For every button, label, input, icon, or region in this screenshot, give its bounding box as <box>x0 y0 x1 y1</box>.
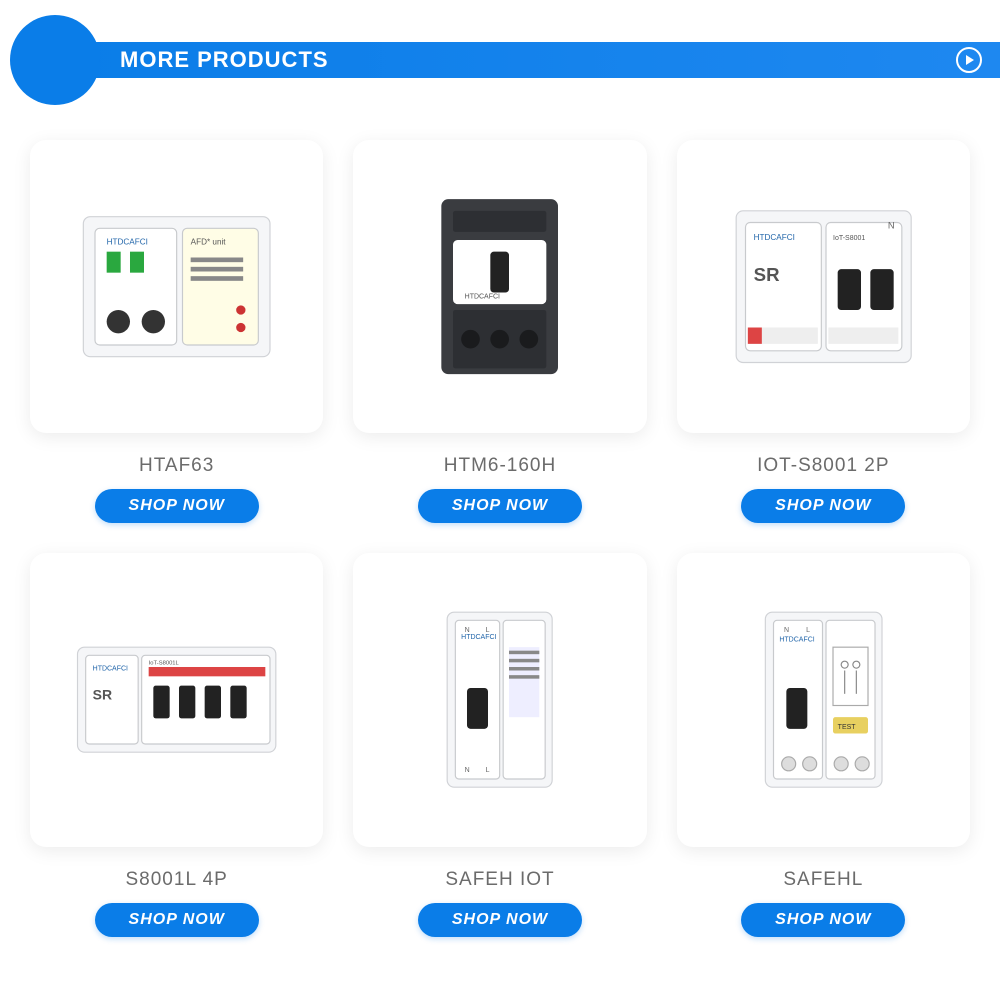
breaker-icon: HTDCAFCI <box>383 170 616 403</box>
svg-text:HTDCAFCI: HTDCAFCI <box>465 293 500 300</box>
breaker-icon: HTDCAFCI AFD* unit <box>60 170 293 403</box>
shop-now-button[interactable]: SHOP NOW <box>95 489 259 523</box>
svg-text:N: N <box>465 767 470 774</box>
svg-text:HTDCAFCI: HTDCAFCI <box>779 637 814 644</box>
product-image: HTDCAFCI <box>353 140 646 433</box>
product-image: HTDCAFCI AFD* unit <box>30 140 323 433</box>
product-title: HTAF63 <box>139 455 214 477</box>
product-title: IOT-S8001 2P <box>757 455 889 477</box>
shop-now-button[interactable]: SHOP NOW <box>741 903 905 937</box>
header-title: MORE PRODUCTS <box>120 47 956 73</box>
play-icon[interactable] <box>956 47 982 73</box>
header-bar: MORE PRODUCTS <box>70 42 1000 78</box>
product-image: HTDCAFCI N L N L <box>353 553 646 846</box>
shop-now-button[interactable]: SHOP NOW <box>418 489 582 523</box>
header-circle-decor <box>10 15 100 105</box>
breaker-icon: HTDCAFCI SR IoT-S8001L <box>60 583 293 816</box>
shop-now-button[interactable]: SHOP NOW <box>95 903 259 937</box>
product-title: S8001L 4P <box>126 869 228 891</box>
svg-text:IoT-S8001L: IoT-S8001L <box>149 661 180 667</box>
svg-text:HTDCAFCI: HTDCAFCI <box>753 233 794 242</box>
product-image: HTDCAFCI SR IoT-S8001L <box>30 553 323 846</box>
svg-text:HTDCAFCI: HTDCAFCI <box>93 666 128 673</box>
breaker-icon: HTDCAFCI TEST N L <box>707 583 940 816</box>
section-header: MORE PRODUCTS <box>0 20 1000 100</box>
shop-now-button[interactable]: SHOP NOW <box>418 903 582 937</box>
svg-text:TEST: TEST <box>837 724 856 731</box>
svg-text:N: N <box>465 627 470 634</box>
svg-text:HTDCAFCI: HTDCAFCI <box>461 634 496 641</box>
product-title: SAFEH IOT <box>445 869 554 891</box>
svg-text:AFD* unit: AFD* unit <box>191 238 227 247</box>
svg-text:L: L <box>806 627 810 634</box>
shop-now-button[interactable]: SHOP NOW <box>741 489 905 523</box>
product-title: SAFEHL <box>783 869 863 891</box>
svg-text:SR: SR <box>753 264 779 285</box>
svg-text:N: N <box>887 220 894 230</box>
product-card: HTDCAFCI SR IoT-S8001 N IOT-S8001 2P SHO… <box>677 140 970 523</box>
product-image: HTDCAFCI TEST N L <box>677 553 970 846</box>
product-title: HTM6-160H <box>444 455 556 477</box>
product-card: HTDCAFCI N L N L SAFEH IOT SHOP NOW <box>353 553 646 936</box>
svg-text:N: N <box>784 627 789 634</box>
svg-text:HTDCAFCI: HTDCAFCI <box>107 238 148 247</box>
svg-text:IoT-S8001: IoT-S8001 <box>833 235 865 242</box>
product-card: HTDCAFCI HTM6-160H SHOP NOW <box>353 140 646 523</box>
product-grid: HTDCAFCI AFD* unit HTAF63 SHOP NOW <box>0 140 1000 937</box>
product-card: HTDCAFCI TEST N L SAFEHL SHOP NOW <box>677 553 970 936</box>
product-image: HTDCAFCI SR IoT-S8001 N <box>677 140 970 433</box>
svg-text:SR: SR <box>93 687 112 703</box>
breaker-icon: HTDCAFCI N L N L <box>383 583 616 816</box>
svg-text:L: L <box>486 627 490 634</box>
product-card: HTDCAFCI AFD* unit HTAF63 SHOP NOW <box>30 140 323 523</box>
breaker-icon: HTDCAFCI SR IoT-S8001 N <box>707 170 940 403</box>
svg-text:L: L <box>486 767 490 774</box>
product-card: HTDCAFCI SR IoT-S8001L S8001L 4P SHOP NO… <box>30 553 323 936</box>
